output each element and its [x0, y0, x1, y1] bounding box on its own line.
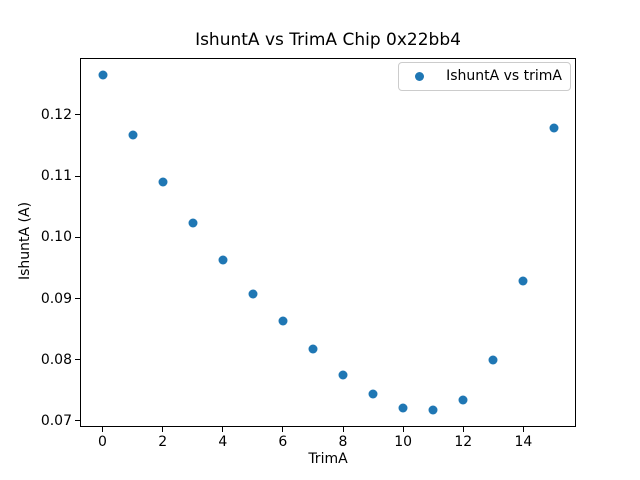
data-point	[308, 344, 318, 354]
data-point	[428, 405, 438, 415]
y-tick-mark	[75, 114, 80, 116]
x-tick-label: 8	[338, 434, 348, 450]
y-tick-label: 0.12	[40, 106, 72, 123]
scatter-points-layer: IshuntA vs trimA	[80, 58, 576, 427]
data-point	[338, 370, 348, 380]
x-tick-label: 10	[394, 434, 413, 450]
y-tick-mark	[75, 420, 80, 422]
data-point	[158, 177, 168, 187]
y-tick-label: 0.11	[40, 168, 72, 185]
x-tick-mark	[522, 427, 524, 432]
y-tick-label: 0.10	[40, 229, 72, 246]
x-tick-label: 12	[454, 434, 473, 450]
y-tick-mark	[75, 236, 80, 238]
data-point	[278, 316, 288, 326]
x-tick-label: 4	[218, 434, 228, 450]
y-tick-label: 0.07	[40, 412, 72, 429]
x-axis-label: TrimA	[308, 451, 348, 467]
legend-marker-icon	[415, 72, 425, 81]
data-point	[518, 276, 528, 286]
x-tick-mark	[102, 427, 103, 432]
x-tick-label: 6	[278, 434, 288, 450]
plot-area	[80, 58, 576, 427]
y-tick-mark	[75, 359, 80, 361]
data-point	[458, 395, 468, 405]
data-point	[398, 403, 408, 413]
legend-label: IshuntA vs trimA	[446, 68, 562, 84]
x-tick-mark	[402, 427, 404, 432]
x-tick-mark	[222, 427, 224, 432]
x-tick-mark	[462, 427, 464, 432]
data-point	[368, 389, 378, 399]
y-tick-mark	[75, 175, 80, 177]
x-tick-label: 0	[98, 434, 107, 450]
data-point	[549, 123, 558, 133]
data-point	[488, 355, 498, 365]
y-tick-label: 0.08	[40, 351, 72, 368]
x-tick-label: 2	[158, 434, 168, 450]
chart-title: IshuntA vs TrimA Chip 0x22bb4	[195, 30, 461, 50]
legend: IshuntA vs trimA	[398, 62, 571, 91]
data-point	[188, 218, 198, 228]
y-tick-mark	[75, 298, 80, 299]
y-tick-label: 0.09	[40, 290, 72, 307]
x-tick-mark	[342, 427, 344, 432]
x-tick-label: 14	[514, 434, 533, 450]
data-point	[128, 130, 138, 140]
data-point	[98, 70, 107, 79]
x-tick-mark	[282, 427, 284, 432]
data-point	[218, 255, 228, 265]
x-tick-mark	[162, 427, 164, 432]
data-point	[248, 289, 258, 299]
